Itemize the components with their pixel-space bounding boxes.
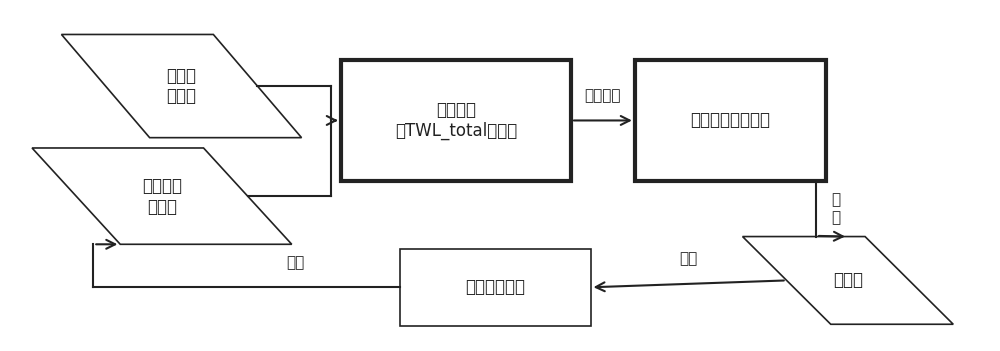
- Text: 优化参数: 优化参数: [585, 88, 621, 103]
- Bar: [341, 60, 571, 181]
- Text: 生产线实
时状态: 生产线实 时状态: [142, 177, 182, 216]
- Text: 投料单: 投料单: [833, 271, 863, 290]
- Polygon shape: [743, 237, 953, 324]
- Text: 实际生产系统: 实际生产系统: [465, 278, 525, 296]
- Bar: [400, 249, 591, 326]
- Bar: [635, 60, 826, 181]
- Text: 生
成: 生 成: [831, 192, 840, 225]
- Text: 动态参数
（TWL_total）优化: 动态参数 （TWL_total）优化: [395, 101, 517, 140]
- Text: 粗日生
产计划: 粗日生 产计划: [166, 67, 196, 105]
- Polygon shape: [61, 34, 302, 138]
- Text: 提取: 提取: [286, 255, 305, 270]
- Text: 指导: 指导: [680, 252, 698, 267]
- Text: 负荷均衡投料控制: 负荷均衡投料控制: [690, 112, 770, 130]
- Polygon shape: [32, 148, 292, 244]
